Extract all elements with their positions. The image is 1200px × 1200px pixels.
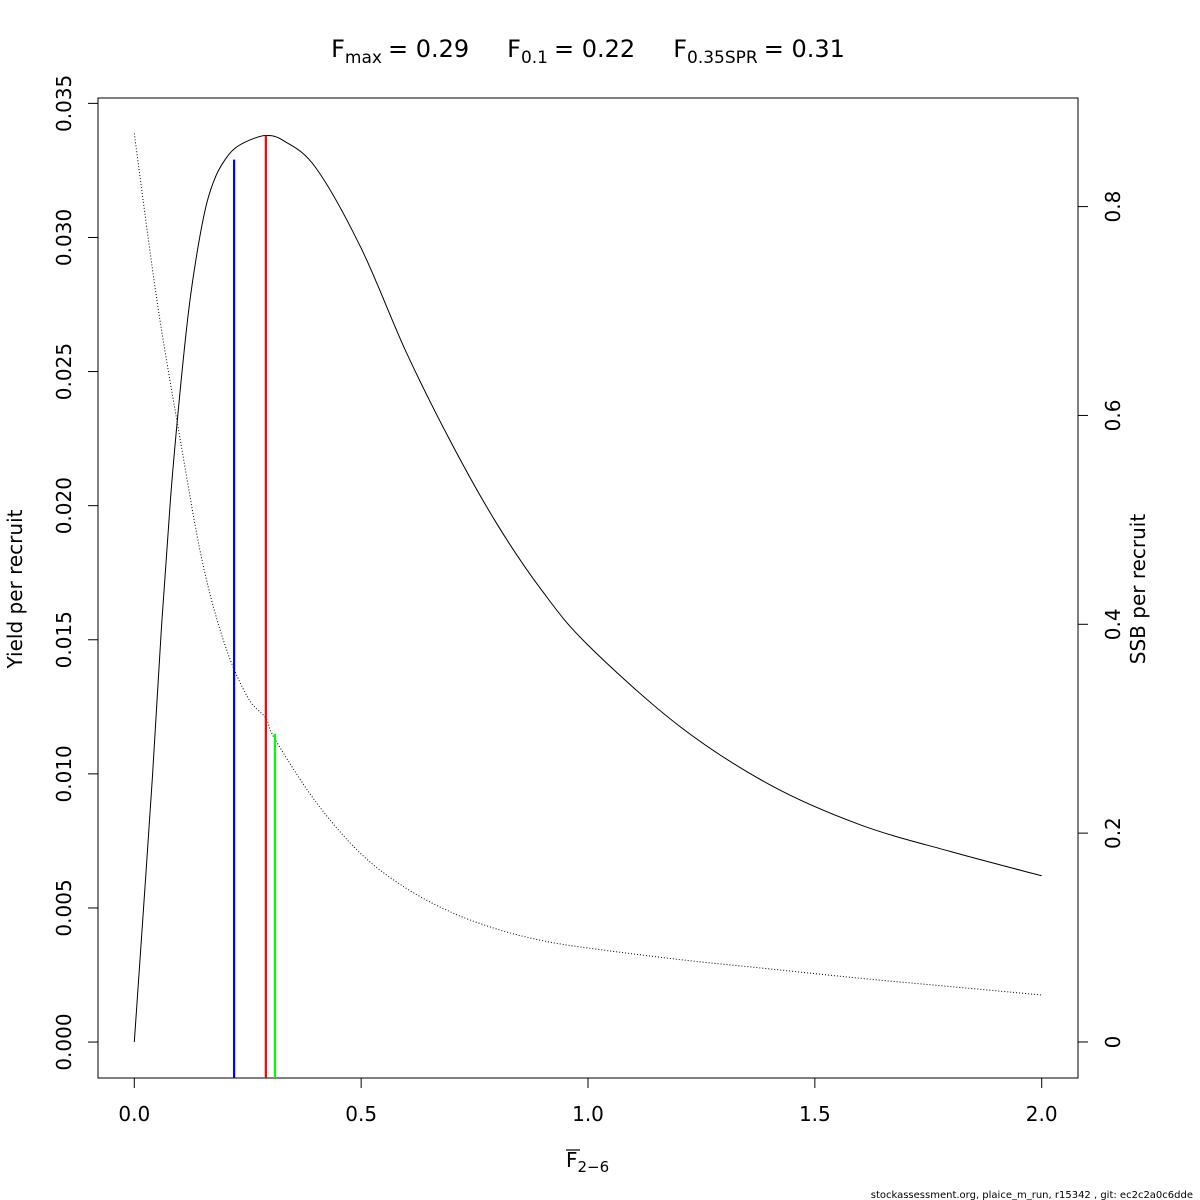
- chart-title: Fmax = 0.29 F0.1 = 0.22 F0.35SPR = 0.31: [331, 35, 845, 68]
- svg-text:F2−6: F2−6: [566, 1148, 609, 1176]
- y-right-tick-label: 0.2: [1101, 817, 1125, 849]
- plot-frame: [97, 97, 1079, 1079]
- y-right-tick-label: 0.4: [1101, 608, 1125, 640]
- y-left-tick-label: 0.005: [52, 879, 76, 936]
- x-tick-label: 0.0: [118, 1102, 150, 1126]
- y-left-tick-label: 0.010: [52, 745, 76, 802]
- y-right-tick-label: 0.8: [1101, 191, 1125, 223]
- yield-per-recruit-line: [133, 135, 1042, 1043]
- x-tick-label: 1.5: [799, 1102, 831, 1126]
- title-fspr-base: F: [673, 35, 687, 63]
- x-axis-label-base: F: [566, 1148, 578, 1172]
- y-left-tick-label: 0.030: [52, 209, 76, 266]
- x-tick-label: 1.0: [572, 1102, 604, 1126]
- title-f01-sub: 0.1: [521, 48, 548, 68]
- y-right-tick-label: 0: [1101, 1036, 1125, 1049]
- axis-ticks: 0.0 0.5 1.0 1.5 2.0 0.000 0.005 0.010 0.015 0.020…: [52, 75, 1125, 1126]
- x-tick-label: 2.0: [1026, 1102, 1058, 1126]
- y-left-tick-label: 0.015: [52, 611, 76, 668]
- title-f01-value: = 0.22: [554, 35, 635, 63]
- y-right-tick-label: 0.6: [1101, 400, 1125, 432]
- title-fmax-value: = 0.29: [388, 35, 469, 63]
- x-axis-label-sub: 2−6: [578, 1158, 610, 1176]
- title-f01-base: F: [507, 35, 521, 63]
- y-axis-left-label: Yield per recruit: [3, 509, 27, 669]
- title-fmax-base: F: [331, 35, 345, 63]
- title-fspr-value: = 0.31: [764, 35, 845, 63]
- y-left-tick-label: 0.020: [52, 477, 76, 534]
- y-axis-right-label: SSB per recruit: [1126, 514, 1150, 665]
- y-left-tick-label: 0.000: [52, 1013, 76, 1070]
- y-left-tick-label: 0.035: [52, 75, 76, 132]
- x-axis-label: F2−6: [566, 1148, 609, 1176]
- title-fmax-sub: max: [345, 48, 382, 68]
- series-layer: [133, 133, 1042, 1043]
- x-tick-label: 0.5: [345, 1102, 377, 1126]
- ssb-per-recruit-line: [133, 133, 1042, 996]
- y-left-tick-label: 0.025: [52, 343, 76, 400]
- reference-lines: [233, 135, 277, 1078]
- footer-text: stockassessment.org, plaice_m_run, r1534…: [871, 1190, 1193, 1200]
- title-fspr-sub: 0.35SPR: [687, 48, 758, 68]
